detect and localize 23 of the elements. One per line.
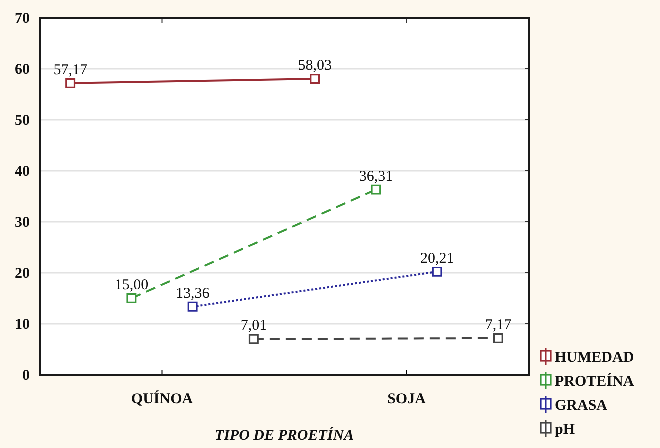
legend-label: HUMEDAD [555, 350, 634, 366]
y-tick-label: 70 [15, 10, 30, 27]
y-tick-label: 60 [15, 62, 30, 78]
data-label: 20,21 [420, 250, 454, 267]
y-tick-label: 40 [15, 164, 30, 180]
legend-label: pH [555, 422, 576, 438]
data-label: 7,17 [485, 317, 512, 334]
y-tick-label: 20 [15, 266, 30, 282]
data-label: 7,01 [240, 318, 268, 334]
y-tick-label: 10 [15, 316, 30, 333]
x-tick-label: QUÍNOA [131, 390, 194, 408]
data-label: 36,31 [359, 168, 394, 185]
x-tick-label: SOJA [388, 392, 426, 408]
data-label: 13,36 [176, 286, 210, 302]
data-label: 57,17 [54, 62, 88, 78]
y-tick-label: 50 [15, 112, 30, 129]
x-axis-title: TIPO DE PROETÍNA [214, 427, 354, 444]
legend-label: GRASA [555, 398, 608, 414]
data-label: 58,03 [298, 58, 332, 74]
data-label: 15,00 [114, 278, 149, 294]
legend-label: PROTEÍNA [555, 373, 634, 390]
y-tick-label: 30 [15, 214, 30, 231]
y-tick-label: 0 [22, 368, 30, 384]
